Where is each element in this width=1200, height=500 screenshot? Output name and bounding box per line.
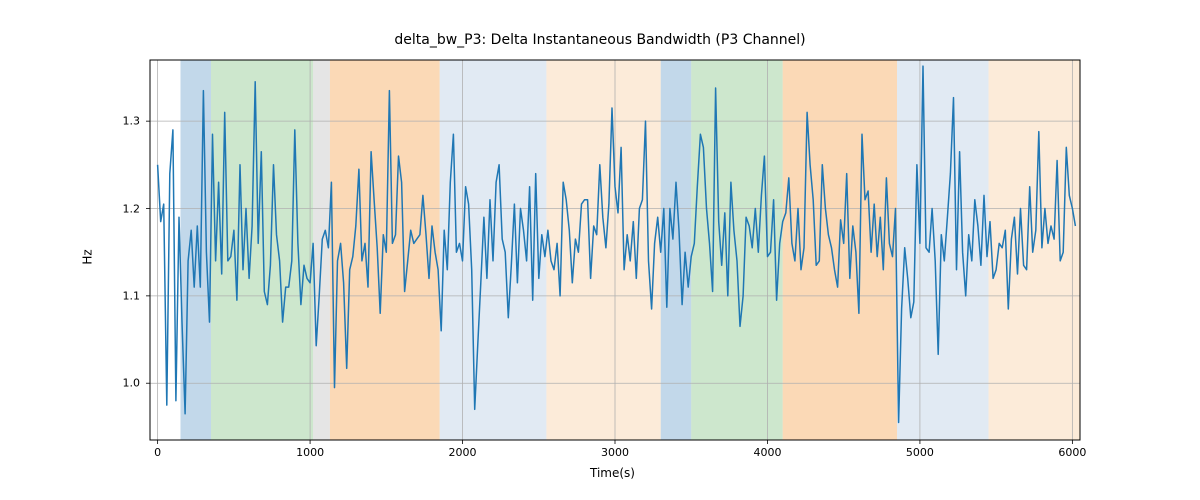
y-axis-label: Hz [81,249,95,264]
ytick-label: 1.3 [100,115,140,128]
ytick-label: 1.2 [100,202,140,215]
xtick-label: 5000 [906,446,934,459]
x-axis-label: Time(s) [590,466,635,480]
xtick-label: 3000 [601,446,629,459]
chart-svg [0,0,1200,500]
chart-container: delta_bw_P3: Delta Instantaneous Bandwid… [0,0,1200,500]
ytick-label: 1.0 [100,377,140,390]
xtick-label: 0 [154,446,161,459]
xtick-label: 6000 [1058,446,1086,459]
ytick-label: 1.1 [100,289,140,302]
xtick-label: 2000 [449,446,477,459]
xtick-label: 4000 [753,446,781,459]
xtick-label: 1000 [296,446,324,459]
chart-title: delta_bw_P3: Delta Instantaneous Bandwid… [0,32,1200,48]
